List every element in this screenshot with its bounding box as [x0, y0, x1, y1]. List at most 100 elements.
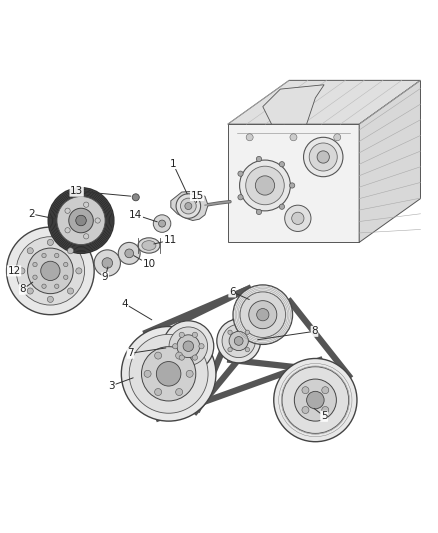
Circle shape [55, 284, 59, 288]
Circle shape [102, 258, 113, 268]
Circle shape [19, 268, 25, 274]
Circle shape [274, 359, 357, 442]
Circle shape [153, 215, 171, 232]
Circle shape [290, 134, 297, 141]
Circle shape [64, 275, 68, 279]
Circle shape [245, 348, 250, 352]
Circle shape [64, 262, 68, 266]
Circle shape [173, 344, 178, 349]
Circle shape [176, 389, 183, 395]
Circle shape [84, 202, 89, 207]
Circle shape [240, 160, 290, 211]
Circle shape [42, 284, 46, 288]
Circle shape [234, 336, 243, 345]
Circle shape [57, 197, 105, 245]
Circle shape [94, 250, 120, 276]
Circle shape [121, 327, 216, 421]
Circle shape [41, 261, 60, 280]
Text: 3: 3 [108, 378, 133, 391]
Circle shape [132, 194, 139, 201]
Circle shape [229, 332, 248, 351]
Circle shape [67, 248, 74, 254]
Circle shape [246, 134, 253, 141]
Circle shape [185, 203, 192, 209]
Circle shape [42, 253, 46, 257]
Circle shape [304, 138, 343, 177]
Circle shape [307, 391, 324, 409]
Circle shape [180, 198, 196, 214]
Circle shape [282, 367, 349, 433]
Circle shape [256, 209, 261, 215]
Circle shape [334, 134, 341, 141]
Circle shape [7, 227, 94, 314]
Circle shape [69, 208, 93, 233]
Circle shape [84, 233, 89, 239]
Circle shape [28, 248, 73, 294]
Polygon shape [171, 191, 208, 221]
Text: 5: 5 [314, 408, 328, 421]
Circle shape [47, 296, 53, 302]
Circle shape [65, 228, 70, 233]
Circle shape [125, 249, 134, 258]
Circle shape [186, 370, 193, 377]
Text: 12: 12 [7, 266, 21, 276]
Text: 1: 1 [170, 159, 187, 194]
Circle shape [292, 212, 304, 224]
Circle shape [176, 194, 201, 219]
Circle shape [240, 292, 286, 337]
Circle shape [16, 237, 85, 305]
Circle shape [27, 288, 33, 294]
Text: 8: 8 [19, 282, 33, 294]
Circle shape [256, 156, 261, 161]
Circle shape [257, 309, 269, 321]
Circle shape [285, 205, 311, 231]
Circle shape [217, 319, 261, 363]
Circle shape [192, 355, 198, 360]
Circle shape [155, 389, 162, 395]
Circle shape [228, 348, 232, 352]
Circle shape [177, 335, 200, 358]
Ellipse shape [142, 241, 156, 251]
Text: 7: 7 [127, 348, 166, 358]
Circle shape [233, 285, 293, 344]
Circle shape [76, 268, 82, 274]
Circle shape [118, 243, 140, 264]
Circle shape [179, 355, 184, 360]
Text: 11: 11 [154, 235, 177, 245]
Circle shape [302, 407, 309, 414]
Text: 13: 13 [70, 186, 131, 196]
Polygon shape [228, 80, 420, 124]
Text: 2: 2 [28, 209, 54, 219]
Text: 4: 4 [121, 298, 152, 320]
Circle shape [33, 262, 37, 266]
Circle shape [48, 188, 114, 253]
Circle shape [322, 386, 329, 394]
Polygon shape [359, 80, 420, 243]
Circle shape [309, 143, 337, 171]
Circle shape [183, 341, 194, 351]
Circle shape [76, 215, 86, 226]
Circle shape [144, 370, 151, 377]
Circle shape [279, 204, 285, 209]
Circle shape [255, 176, 275, 195]
Circle shape [322, 407, 329, 414]
Circle shape [67, 288, 74, 294]
Circle shape [65, 208, 70, 213]
Circle shape [245, 330, 250, 335]
Circle shape [192, 332, 198, 337]
Text: 14: 14 [129, 210, 157, 222]
Circle shape [156, 361, 181, 386]
Circle shape [33, 275, 37, 279]
Circle shape [294, 379, 336, 421]
Text: 6: 6 [229, 287, 249, 300]
Circle shape [238, 195, 243, 200]
Text: 9: 9 [102, 267, 109, 282]
Circle shape [155, 352, 162, 359]
Circle shape [199, 344, 204, 349]
Polygon shape [228, 124, 359, 243]
Circle shape [238, 171, 243, 176]
Text: 15: 15 [191, 190, 204, 203]
Circle shape [302, 386, 309, 394]
Circle shape [27, 248, 33, 254]
Circle shape [249, 301, 277, 329]
